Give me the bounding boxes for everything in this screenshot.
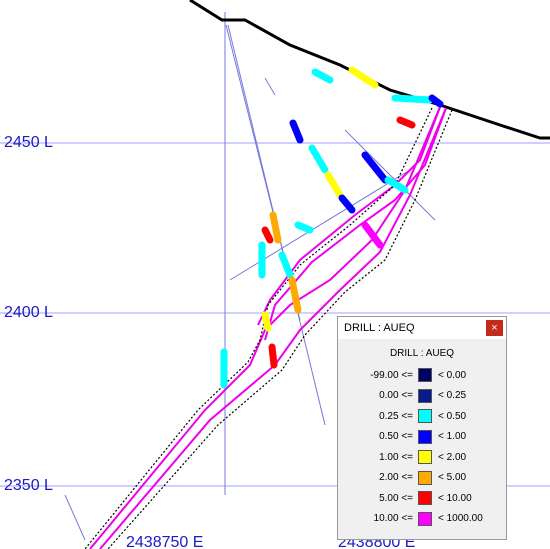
legend-header: DRILL : AUEQ × bbox=[338, 317, 506, 339]
trace bbox=[64, 494, 86, 541]
elevation-label: 2350 L bbox=[4, 477, 53, 494]
trace bbox=[344, 129, 436, 221]
elevation-label: 2400 L bbox=[4, 304, 53, 321]
range-high: < 0.00 bbox=[438, 369, 467, 381]
window-title: DRILL : AUEQ bbox=[344, 322, 415, 334]
legend-row: 1.00 <= < 2.00 bbox=[338, 447, 506, 468]
color-swatch bbox=[418, 429, 432, 444]
vein-wireframe bbox=[89, 106, 447, 549]
range-low: -99.00 <= bbox=[370, 369, 413, 381]
range-low: 1.00 <= bbox=[379, 451, 413, 463]
legend-row: 0.25 <= < 0.50 bbox=[338, 406, 506, 427]
topography bbox=[189, 0, 550, 140]
close-button[interactable]: × bbox=[486, 320, 503, 336]
range-high: < 5.00 bbox=[438, 472, 467, 484]
range-high: < 0.50 bbox=[438, 410, 467, 422]
legend-row: 10.00 <= < 1000.00 bbox=[338, 509, 506, 530]
range-high: < 1000.00 bbox=[438, 513, 483, 525]
range-low: 0.25 <= bbox=[379, 410, 413, 422]
range-low: 5.00 <= bbox=[379, 492, 413, 504]
color-swatch bbox=[418, 511, 432, 526]
range-high: < 0.25 bbox=[438, 390, 467, 402]
vein-outline bbox=[84, 107, 453, 549]
color-swatch bbox=[418, 470, 432, 485]
legend-row: 5.00 <= < 10.00 bbox=[338, 488, 506, 509]
legend-row: -99.00 <= < 0.00 bbox=[338, 365, 506, 386]
range-high: < 10.00 bbox=[438, 492, 472, 504]
range-low: 2.00 <= bbox=[379, 472, 413, 484]
color-swatch bbox=[418, 450, 432, 465]
range-low: 0.50 <= bbox=[379, 431, 413, 443]
legend-title: DRILL : AUEQ bbox=[389, 348, 455, 359]
range-high: < 2.00 bbox=[438, 451, 467, 463]
color-swatch bbox=[418, 388, 432, 403]
legend-row: 0.50 <= < 1.00 bbox=[338, 427, 506, 448]
legend-row: 0.00 <= < 0.25 bbox=[338, 386, 506, 407]
legend-rows: -99.00 <= < 0.00 0.00 <= < 0.25 0.25 <= < 0.5… bbox=[338, 365, 506, 529]
easting-label: 2438750 E bbox=[126, 534, 203, 549]
color-swatch bbox=[418, 491, 432, 506]
elevation-label: 2450 L bbox=[4, 134, 53, 151]
legend-window: DRILL : AUEQ × DRILL : AUEQ -99.00 <= < 0… bbox=[337, 316, 507, 540]
range-low: 10.00 <= bbox=[373, 513, 413, 525]
range-high: < 1.00 bbox=[438, 431, 467, 443]
legend-row: 2.00 <= < 5.00 bbox=[338, 468, 506, 489]
color-swatch bbox=[418, 368, 432, 383]
trace bbox=[264, 77, 276, 96]
color-swatch bbox=[418, 409, 432, 424]
range-low: 0.00 <= bbox=[379, 390, 413, 402]
assay-intervals bbox=[220, 66, 444, 389]
